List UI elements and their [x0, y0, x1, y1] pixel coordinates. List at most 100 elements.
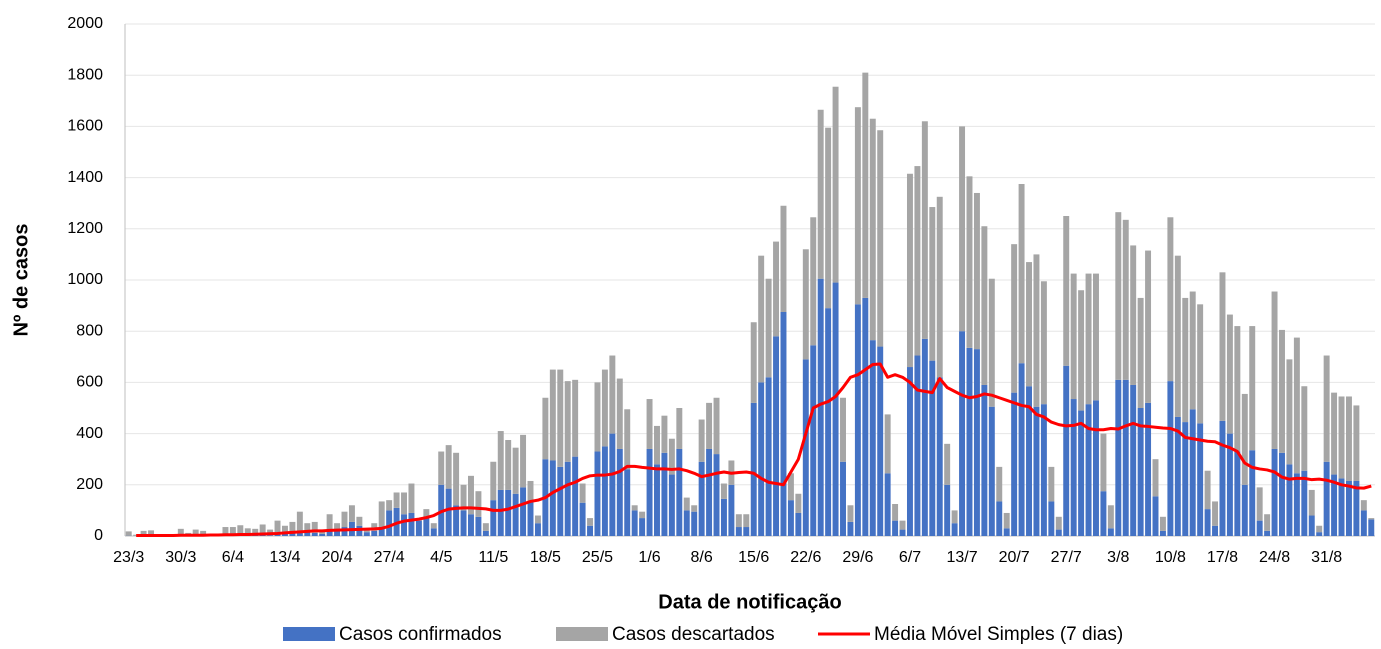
bar-segment — [1345, 480, 1352, 536]
bar-segment — [817, 109, 824, 279]
bar-segment — [430, 528, 437, 536]
bar-segment — [1368, 519, 1375, 536]
bar-segment — [1182, 422, 1189, 536]
bar-segment — [1189, 409, 1196, 536]
bar-segment — [1226, 433, 1233, 536]
bar-segment — [1174, 416, 1181, 536]
bar-segment — [1167, 381, 1174, 536]
bar-segment — [832, 86, 839, 283]
bar-segment — [1308, 489, 1315, 516]
bar-segment — [438, 451, 445, 485]
bar-segment — [1219, 420, 1226, 536]
bar-segment — [371, 530, 378, 536]
bar-segment — [445, 488, 452, 536]
bar-segment — [601, 369, 608, 447]
bar-segment — [914, 355, 921, 536]
bar-segment — [973, 349, 980, 536]
bar-segment — [765, 278, 772, 378]
bar-segment — [1360, 500, 1367, 511]
bar-segment — [1182, 297, 1189, 423]
bar-segment — [356, 525, 363, 536]
bar-segment — [1063, 365, 1070, 536]
bar-segment — [527, 501, 534, 536]
bar-segment — [148, 530, 155, 536]
bar-segment — [1241, 393, 1248, 485]
bar-segment — [229, 527, 236, 535]
bar-segment — [1003, 528, 1010, 536]
bar-segment — [1226, 314, 1233, 434]
bar-segment — [497, 431, 504, 490]
bar-segment — [884, 473, 891, 536]
bar-segment — [1212, 501, 1219, 526]
bar-segment — [1316, 525, 1323, 533]
bar-segment — [1070, 273, 1077, 400]
bar-segment — [237, 525, 244, 535]
bar-segment — [1130, 384, 1137, 536]
bar-segment — [430, 523, 437, 529]
bar-segment — [981, 384, 988, 536]
bar-segment — [676, 448, 683, 536]
legend-swatch — [556, 627, 608, 641]
bar-segment — [557, 369, 564, 467]
x-tick-label: 17/8 — [1207, 549, 1238, 566]
bar-segment — [795, 512, 802, 536]
bar-segment — [936, 196, 943, 378]
bar-segment — [654, 464, 660, 536]
bar-segment — [854, 304, 861, 536]
bar-segment — [564, 461, 571, 536]
x-tick-label: 29/6 — [842, 549, 873, 566]
bar-segment — [698, 461, 705, 536]
bar-segment — [1189, 291, 1196, 410]
bar-segment — [1063, 216, 1070, 366]
bar-segment — [334, 529, 341, 536]
bar-segment — [832, 282, 839, 536]
bar-segment — [601, 446, 608, 536]
bar-segment — [1137, 297, 1144, 408]
bar-segment — [1145, 250, 1152, 403]
bar-segment — [579, 502, 586, 536]
bar-segment — [750, 402, 757, 536]
bar-segment — [274, 533, 281, 536]
bar-segment — [921, 338, 928, 536]
bar-segment — [906, 173, 913, 368]
bar-segment — [549, 460, 556, 536]
y-tick-label: 400 — [76, 425, 103, 442]
bar-segment — [780, 312, 787, 536]
bar-segment — [475, 516, 482, 536]
bar-segment — [668, 438, 675, 475]
bar-segment — [1026, 262, 1032, 387]
x-tick-label: 1/6 — [638, 549, 660, 566]
bar-segment — [445, 445, 452, 489]
bar-segment — [1033, 254, 1040, 407]
bar-segment — [773, 336, 780, 536]
bar-segment — [884, 414, 891, 474]
bar-segment — [512, 493, 519, 536]
bar-segment — [1256, 487, 1263, 521]
bar-segment — [862, 72, 869, 298]
bar-segment — [668, 474, 675, 536]
bar-segment — [966, 347, 973, 536]
bar-segment — [1152, 459, 1159, 497]
bar-segment — [1204, 470, 1211, 510]
legend-label: Casos descartados — [612, 624, 775, 645]
x-tick-label: 18/5 — [530, 549, 561, 566]
bar-segment — [877, 346, 884, 536]
bar-segment — [579, 483, 586, 503]
bar-segment — [1167, 217, 1174, 382]
bar-segment — [505, 489, 512, 536]
bar-segment — [1078, 410, 1085, 536]
bar-segment — [988, 278, 995, 407]
bar-segment — [252, 528, 259, 535]
bar-segment — [1353, 405, 1360, 481]
legend-label: Casos confirmados — [339, 624, 502, 645]
bar-segment — [482, 523, 489, 531]
bar-segment — [1018, 363, 1025, 536]
bar-segment — [319, 533, 326, 536]
bar-segment — [572, 456, 579, 536]
bar-segment — [810, 345, 817, 536]
bar-segment — [1323, 461, 1330, 536]
bar-segment — [1107, 505, 1114, 529]
bar-segment — [408, 483, 415, 513]
bar-segment — [706, 402, 713, 449]
bar-segment — [1107, 528, 1114, 536]
